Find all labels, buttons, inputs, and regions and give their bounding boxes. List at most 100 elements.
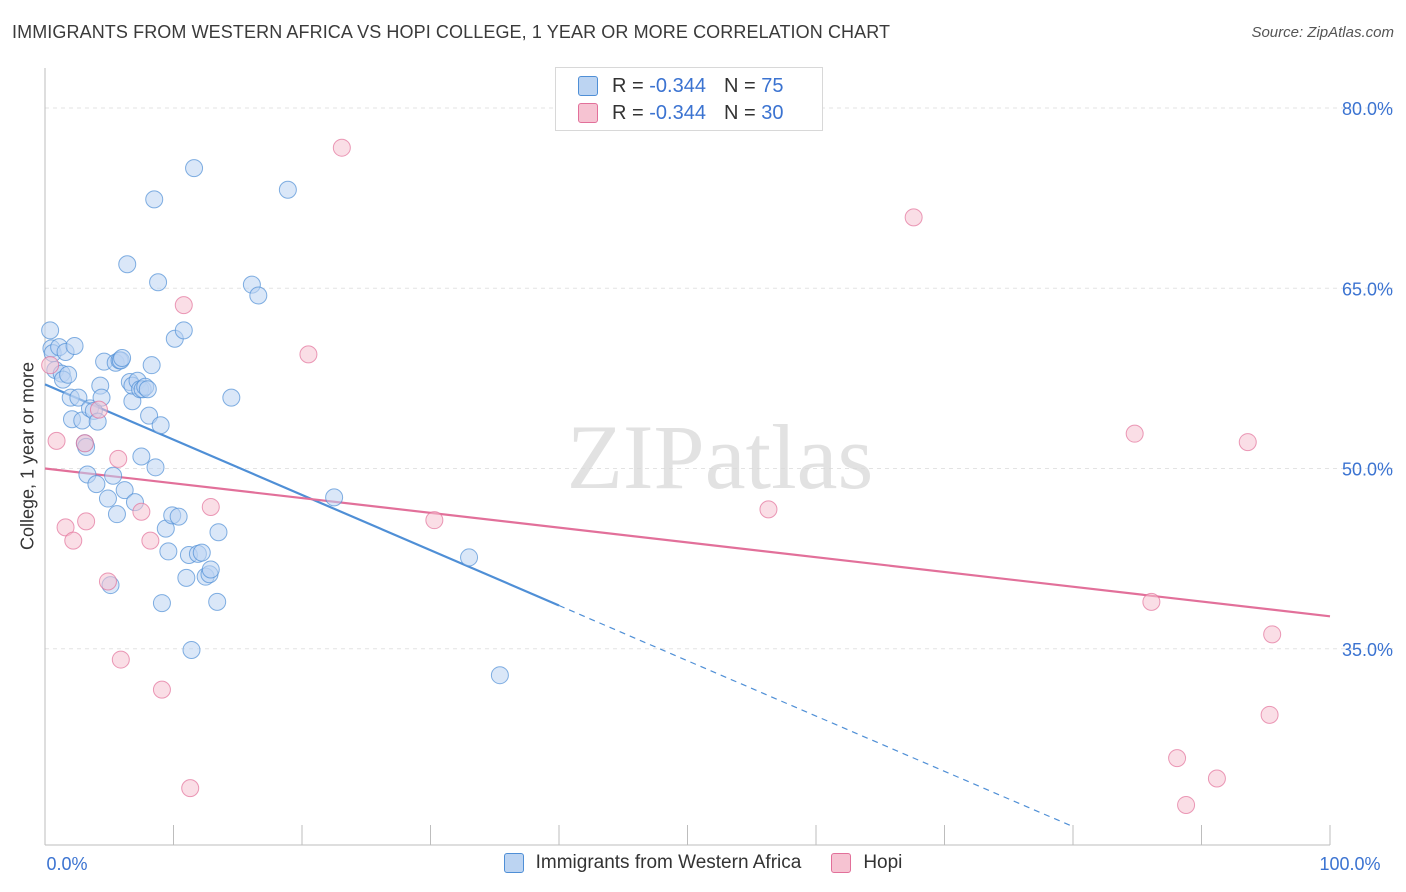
- trend-line-western-africa: [44, 383, 560, 607]
- point-western-africa: [159, 542, 178, 561]
- axes: [44, 68, 1331, 846]
- series-swatch-western-africa: [503, 853, 524, 873]
- point-hopi: [759, 500, 778, 519]
- point-hopi: [89, 400, 108, 419]
- y-tick-label: 35.0%: [1342, 640, 1393, 660]
- legend-n-value: 30: [761, 101, 784, 124]
- series-legend: Immigrants from Western Africa Hopi: [0, 852, 1406, 874]
- y-tick-label: 50.0%: [1342, 460, 1393, 480]
- point-western-africa: [201, 560, 220, 579]
- point-western-africa: [490, 666, 509, 685]
- point-western-africa: [185, 159, 204, 178]
- point-hopi: [332, 138, 351, 157]
- point-hopi: [1177, 795, 1196, 814]
- series-name-hopi: Hopi: [863, 852, 903, 873]
- point-hopi: [64, 531, 83, 550]
- point-hopi: [132, 502, 151, 521]
- legend-r-value: -0.344: [649, 74, 706, 97]
- point-western-africa: [138, 380, 157, 399]
- point-western-africa: [69, 388, 88, 407]
- point-hopi: [141, 531, 160, 550]
- point-hopi: [77, 512, 96, 531]
- point-hopi: [109, 449, 128, 468]
- point-hopi: [174, 296, 193, 315]
- point-western-africa: [98, 489, 117, 508]
- point-hopi: [1168, 749, 1187, 768]
- point-western-africa: [209, 523, 228, 542]
- series-hopi: [41, 138, 1282, 814]
- series-legend-item-western-africa: Immigrants from Western Africa: [503, 852, 802, 874]
- point-hopi: [1125, 424, 1144, 443]
- point-western-africa: [87, 475, 106, 494]
- legend-r-label: R =: [612, 74, 644, 97]
- point-hopi: [904, 208, 923, 227]
- point-hopi: [98, 572, 117, 591]
- point-western-africa: [146, 458, 165, 477]
- point-hopi: [1207, 769, 1226, 788]
- point-hopi: [181, 779, 200, 798]
- point-hopi: [1238, 433, 1257, 452]
- trend-lines: [44, 383, 1331, 828]
- point-western-africa: [278, 180, 297, 199]
- point-western-africa: [169, 507, 188, 526]
- point-western-africa: [107, 505, 126, 524]
- y-axis-label: College, 1 year or more: [17, 361, 38, 551]
- y-tick-label: 80.0%: [1342, 99, 1393, 119]
- point-hopi: [299, 345, 318, 364]
- data-points: [41, 138, 1282, 814]
- point-hopi: [41, 356, 60, 375]
- point-western-africa: [65, 336, 84, 355]
- point-hopi: [201, 497, 220, 516]
- point-western-africa: [142, 356, 161, 375]
- trend-line-hopi: [44, 467, 1331, 618]
- point-hopi: [425, 511, 444, 530]
- point-hopi: [1260, 705, 1279, 724]
- point-western-africa: [222, 388, 241, 407]
- point-western-africa: [132, 447, 151, 466]
- x-tick-label: 0.0%: [46, 854, 87, 874]
- point-hopi: [152, 680, 171, 699]
- legend-swatch-hopi: [578, 103, 598, 123]
- point-western-africa: [149, 273, 168, 292]
- legend-row-hopi: R = -0.344 N = 30: [578, 100, 783, 126]
- point-western-africa: [182, 640, 201, 659]
- tick-labels: 80.0% 65.0% 50.0% 35.0% 0.0% 100.0%: [46, 99, 1393, 874]
- legend-n-label: N =: [723, 74, 756, 97]
- x-tick-label: 100.0%: [1319, 854, 1380, 874]
- point-western-africa: [41, 321, 60, 340]
- point-hopi: [1263, 625, 1282, 644]
- legend-r-value: -0.344: [649, 101, 706, 124]
- chart-title: IMMIGRANTS FROM WESTERN AFRICA VS HOPI C…: [12, 22, 891, 42]
- point-western-africa: [118, 255, 137, 274]
- series-legend-item-hopi: Hopi: [831, 852, 902, 874]
- series-swatch-hopi: [831, 853, 852, 873]
- source-label: Source: ZipAtlas.com: [1251, 24, 1394, 41]
- watermark: ZIPatlas: [567, 406, 874, 508]
- point-western-africa: [177, 568, 196, 587]
- point-hopi: [56, 518, 75, 537]
- legend-row-western-africa: R = -0.344 N = 75: [578, 73, 783, 99]
- legend-n-label: N =: [723, 101, 756, 124]
- correlation-legend: R = -0.344 N = 75 R = -0.344 N = 30: [555, 67, 823, 131]
- point-western-africa: [249, 286, 268, 305]
- point-western-africa: [113, 348, 132, 367]
- legend-r-label: R =: [612, 101, 644, 124]
- series-western-africa: [41, 159, 509, 685]
- point-western-africa: [208, 592, 227, 611]
- y-tick-label: 65.0%: [1342, 279, 1393, 299]
- point-western-africa: [145, 190, 164, 209]
- point-western-africa: [151, 416, 170, 435]
- legend-swatch-western-africa: [578, 76, 598, 96]
- series-name-western-africa: Immigrants from Western Africa: [535, 852, 802, 873]
- gridlines: [45, 107, 1395, 650]
- point-western-africa: [59, 365, 78, 384]
- point-hopi: [111, 650, 130, 669]
- point-hopi: [1142, 592, 1161, 611]
- trend-extension-western-africa: [558, 604, 1074, 828]
- point-hopi: [47, 431, 66, 450]
- point-western-africa: [104, 466, 123, 485]
- point-western-africa: [192, 543, 211, 562]
- point-western-africa: [140, 406, 159, 425]
- point-western-africa: [152, 594, 171, 613]
